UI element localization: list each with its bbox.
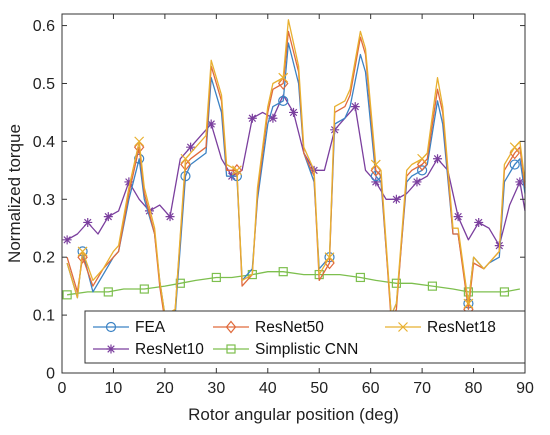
series-line [66, 94, 526, 247]
data-point [371, 177, 381, 187]
series-line [67, 271, 521, 296]
x-tick-label: 0 [58, 380, 67, 397]
data-point [355, 272, 365, 283]
data-point [247, 113, 257, 123]
legend-label: FEA [135, 319, 166, 336]
legend-item: Simplistic CNN [213, 341, 358, 358]
x-tick-label: 50 [310, 380, 328, 397]
data-point [474, 217, 484, 227]
data-point [134, 153, 145, 164]
data-point [231, 165, 242, 176]
data-point [350, 102, 360, 112]
data-point [206, 119, 216, 129]
data-point [62, 290, 72, 300]
data-point [417, 165, 428, 176]
data-point [427, 281, 437, 291]
series-group [66, 19, 526, 316]
y-tick-label: 0.4 [33, 134, 55, 151]
x-tick-label: 10 [105, 380, 123, 397]
legend-label: Simplistic CNN [255, 341, 358, 358]
x-tick-label: 40 [259, 380, 277, 397]
data-point [139, 284, 149, 294]
legend-label: ResNet50 [255, 319, 324, 336]
data-point [453, 212, 463, 222]
plot-frame [61, 13, 526, 374]
series-group [66, 30, 526, 322]
legend-item: ResNet50 [213, 319, 324, 336]
legend-marker [226, 344, 236, 354]
data-point [278, 267, 288, 277]
y-tick-label: 0.2 [33, 250, 55, 267]
legend-marker [105, 321, 117, 333]
series-line [66, 30, 526, 322]
legend-item: ResNet10 [93, 341, 204, 358]
data-point [391, 194, 401, 204]
legend-label: ResNet18 [427, 319, 496, 336]
y-axis-title: Normalized torque [5, 124, 24, 263]
data-point [370, 159, 381, 170]
data-point [268, 113, 278, 123]
data-point [186, 142, 196, 152]
data-point [324, 252, 335, 263]
series-line [66, 42, 526, 316]
legend-marker [398, 322, 408, 332]
data-point [391, 278, 401, 288]
ticks-layer: 0 10 20 30 40 50 60 70 80 90 0 0.1 0.2 0.3 0.4 0.5 0.6 [33, 14, 534, 397]
legend: FEA ResNet50 ResNet18 ResNet10 Simplistic CN… [84, 310, 526, 364]
legend-box [84, 310, 526, 364]
data-point [463, 287, 474, 297]
legend-item: ResNet18 [385, 319, 496, 336]
data-point [515, 177, 525, 187]
y-tick-label: 0.3 [33, 192, 55, 209]
series-line [66, 19, 526, 316]
data-point [277, 77, 289, 90]
data-point [103, 212, 113, 222]
x-tick-label: 90 [516, 380, 534, 397]
data-point [133, 140, 145, 154]
data-point [211, 272, 221, 283]
legend-marker [225, 320, 237, 334]
y-tick-label: 0.1 [33, 308, 55, 325]
x-tick-label: 80 [465, 380, 483, 397]
y-tick-label: 0.6 [33, 18, 55, 35]
data-point [289, 107, 298, 117]
data-point [463, 298, 474, 309]
data-point [144, 206, 154, 216]
y-tick-label: 0.5 [33, 76, 55, 93]
data-point [77, 250, 88, 264]
x-tick-label: 20 [156, 380, 174, 397]
data-point [278, 72, 289, 83]
data-point [509, 142, 520, 153]
series-layer [62, 19, 526, 322]
x-tick-label: 30 [207, 380, 225, 397]
data-point [103, 287, 113, 297]
data-point [499, 287, 510, 297]
series-group [62, 267, 521, 300]
data-point [278, 95, 289, 106]
series-group [66, 42, 526, 316]
data-point [417, 153, 428, 164]
data-point [62, 235, 72, 245]
data-point [416, 158, 428, 171]
data-point [180, 153, 191, 164]
y-tick-label: 0 [46, 366, 55, 383]
data-point [412, 177, 422, 187]
data-point [180, 158, 191, 171]
x-tick-label: 60 [362, 380, 380, 397]
x-tick-label: 70 [413, 380, 431, 397]
legend-label: ResNet10 [135, 341, 204, 358]
x-axis-title: Rotor angular position (deg) [188, 405, 399, 424]
data-point [175, 278, 185, 288]
data-point [433, 154, 443, 164]
legend-marker [106, 344, 116, 354]
data-point [134, 136, 145, 147]
data-point [509, 159, 520, 170]
legend-item: FEA [93, 319, 166, 336]
data-point [165, 212, 175, 222]
data-point [83, 217, 93, 227]
data-point [124, 177, 134, 187]
data-point [77, 246, 88, 257]
